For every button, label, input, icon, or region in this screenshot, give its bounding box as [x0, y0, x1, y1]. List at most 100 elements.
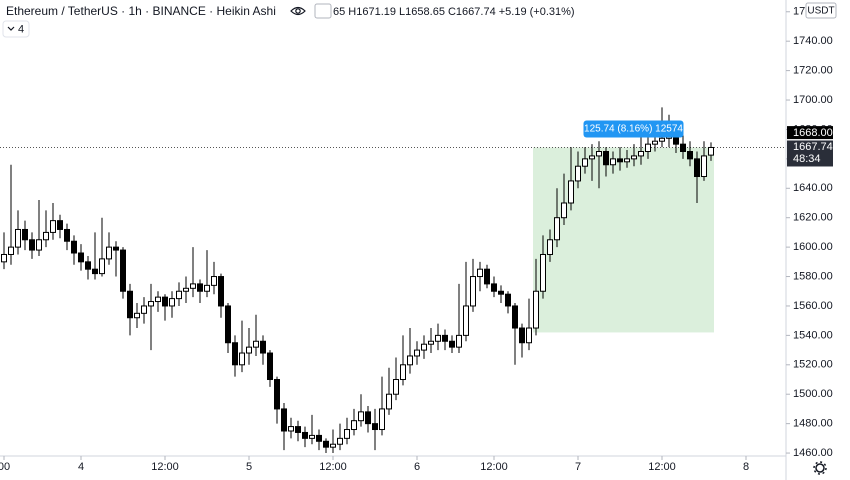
candle-body: [162, 296, 168, 307]
candle-body: [540, 253, 546, 292]
candle-body: [281, 408, 287, 432]
candle-body: [64, 228, 70, 242]
candle-body: [456, 334, 462, 348]
candle-body: [1, 253, 7, 263]
candle-body: [659, 137, 665, 142]
candle-body: [519, 327, 525, 344]
candle-body: [148, 301, 154, 307]
y-tick-label: 1720.00: [793, 65, 833, 77]
candle-body: [155, 296, 161, 303]
candle-body: [491, 283, 497, 292]
candle-body: [127, 290, 133, 319]
candle-body: [288, 426, 294, 432]
candle-body: [36, 239, 42, 251]
candle-body: [582, 158, 588, 167]
candle-body: [92, 268, 98, 275]
candle-body: [337, 437, 343, 445]
indicator-count: 4: [18, 23, 24, 35]
gear-icon[interactable]: [813, 461, 827, 475]
y-tick-label: 1740.00: [793, 35, 833, 47]
candle-body: [673, 136, 679, 145]
candle-body: [274, 379, 280, 410]
candle-body: [589, 155, 595, 160]
line-label-bg: [787, 126, 833, 140]
candle-body: [470, 276, 476, 307]
candle-body: [505, 293, 511, 307]
candle-body: [484, 268, 490, 285]
candle-body: [414, 349, 420, 357]
ohlc: 65 H1671.19 L1658.65 C1667.74 +5.19 (+0.…: [333, 6, 575, 18]
y-tick-label: 1540.00: [793, 329, 833, 341]
candle-body: [596, 151, 602, 157]
candle-body: [358, 411, 364, 422]
candle-body: [575, 165, 581, 182]
candle-body: [323, 440, 329, 448]
candle-body: [652, 140, 658, 145]
candle-body: [680, 143, 686, 153]
candle-body: [85, 261, 91, 270]
candle-body: [50, 220, 56, 233]
y-tick-label: 1580.00: [793, 270, 833, 282]
candle-body: [400, 364, 406, 381]
y-tick-label: 1460.00: [793, 447, 833, 459]
x-tick-label: 6: [414, 461, 420, 473]
y-tick-label: 1700.00: [793, 94, 833, 106]
candle-body: [113, 246, 119, 251]
candle-body: [365, 411, 371, 425]
candle-body: [393, 379, 399, 395]
candle-body: [141, 305, 147, 314]
candle-body: [428, 340, 434, 345]
candle-body: [239, 352, 245, 366]
measure-label-bg: [583, 120, 684, 138]
candle-body: [512, 305, 518, 329]
symbol: Ethereum / TetherUS · 1h · BINANCE · Hei…: [6, 4, 276, 18]
candle-body: [498, 290, 504, 295]
candle-body: [190, 283, 196, 289]
candle-body: [22, 228, 28, 241]
candle-body: [211, 276, 217, 286]
candle-body: [260, 340, 266, 354]
candle-body: [421, 343, 427, 351]
candle-body: [316, 434, 322, 442]
candle-body: [372, 423, 378, 431]
candle-body: [526, 327, 532, 344]
candle-body: [603, 151, 609, 166]
y-tick-label: 1520.00: [793, 359, 833, 371]
y-tick-label: 1620.00: [793, 212, 833, 224]
candle-body: [624, 158, 630, 163]
candle-body: [330, 443, 336, 448]
plot: 125.74 (8.16%) 12574: [0, 107, 786, 454]
chevron: [7, 26, 15, 31]
candle-body: [449, 340, 455, 348]
candle-body: [218, 276, 224, 307]
candle-body: [120, 249, 126, 292]
candle-body: [176, 290, 182, 300]
indicator-toggle[interactable]: [2, 20, 30, 38]
candle-body: [638, 151, 644, 157]
candle-body: [344, 429, 350, 439]
candle-body: [533, 290, 539, 329]
candle-body: [379, 408, 385, 431]
candle-body: [134, 312, 140, 319]
x-tick-label: 7: [575, 461, 581, 473]
y-tick-label: 1500.00: [793, 388, 833, 400]
candle-body: [246, 346, 252, 354]
candle-body: [554, 217, 560, 241]
settings-box[interactable]: [314, 3, 332, 19]
candle-body: [631, 155, 637, 160]
candle-body: [694, 158, 700, 178]
axis: 1760.001740.001720.001700.001680.001660.…: [0, 2, 837, 473]
candle-body: [687, 151, 693, 160]
candle-body: [106, 246, 112, 260]
candle-body: [71, 240, 77, 254]
eye-icon[interactable]: [290, 6, 306, 16]
candle-body: [547, 239, 553, 255]
candle-body: [386, 393, 392, 410]
candle-body: [232, 342, 238, 366]
candle-body: [351, 420, 357, 431]
x-tick-label: 12:00: [151, 461, 179, 473]
candle-body: [99, 258, 105, 275]
candle-body: [610, 158, 616, 166]
candle-body: [225, 305, 231, 344]
